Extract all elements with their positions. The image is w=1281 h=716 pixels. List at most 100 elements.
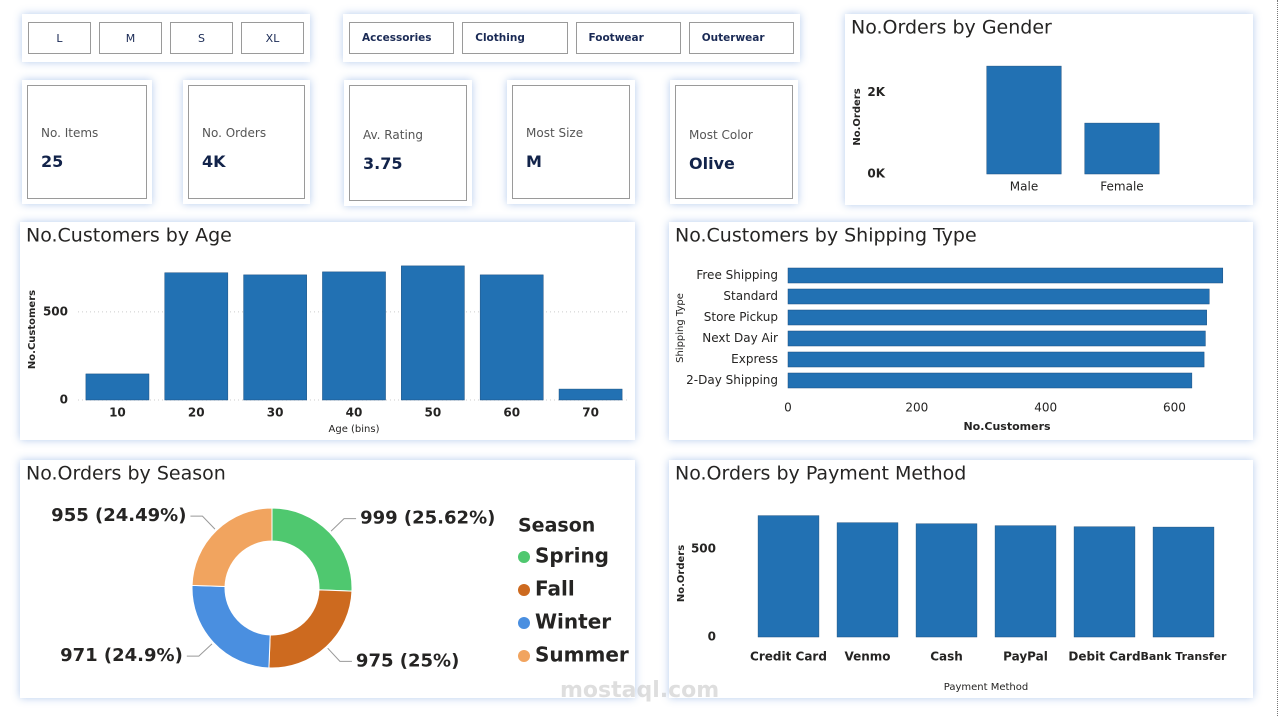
category-button[interactable]: Accessories [349, 22, 455, 54]
y-axis-title: No.Orders [852, 88, 863, 145]
x-tick-label: 200 [905, 401, 928, 415]
data-label: 971 (24.9%) [60, 645, 183, 666]
size-button[interactable]: XL [241, 22, 304, 54]
x-tick-label: Bank Transfer [1141, 650, 1228, 663]
kpi-card: Av. Rating 3.75 [344, 80, 472, 206]
x-axis-title: No.Customers [963, 420, 1051, 433]
bar [787, 288, 1210, 305]
bar [994, 525, 1057, 638]
leader-line [330, 518, 357, 532]
category-button[interactable]: Footwear [575, 22, 681, 54]
size-slicer: L M S XL [22, 14, 310, 62]
y-tick-label: 0K [867, 167, 885, 181]
legend-label: Spring [535, 544, 609, 568]
x-tick-label: Cash [930, 650, 963, 664]
card-value: 4K [202, 152, 226, 171]
kpi-card: No. Items 25 [22, 80, 152, 204]
card-label: No. Items [41, 126, 99, 140]
category-button[interactable]: Outerwear [688, 22, 794, 54]
size-button[interactable]: L [28, 22, 91, 54]
x-tick-label: 10 [109, 406, 126, 420]
bar [787, 267, 1224, 284]
legend-marker [518, 617, 530, 629]
x-tick-label: Male [1010, 180, 1038, 194]
bar [757, 515, 820, 638]
legend-marker [518, 650, 530, 662]
size-button[interactable]: M [99, 22, 162, 54]
chart: No.Orders by Gender 0K 2K Male Female No.Orde… [851, 17, 1160, 194]
size-button[interactable]: S [170, 22, 233, 54]
x-tick-label: 50 [425, 406, 442, 420]
divider [1277, 0, 1278, 716]
chart: No.Customers by Age 0 500 10 20 30 40 50 60 70 Age… [26, 225, 630, 435]
donut-slice [268, 589, 353, 669]
bar [558, 388, 623, 401]
bar [1084, 122, 1160, 175]
watermark: mostaql.com [560, 678, 720, 703]
legend-label: Winter [535, 610, 611, 634]
x-tick-label: 0 [784, 401, 792, 415]
y-axis-title: No.Customers [27, 290, 38, 369]
data-label: 999 (25.62%) [360, 508, 495, 529]
x-tick-label: 60 [503, 406, 520, 420]
card-value: Olive [689, 154, 735, 173]
x-tick-label: 600 [1163, 401, 1186, 415]
x-tick-label: Credit Card [750, 650, 827, 664]
chart-title: No.Customers by Shipping Type [675, 225, 977, 247]
y-tick-label: Store Pickup [704, 310, 778, 324]
y-tick-label: 500 [43, 304, 68, 318]
x-tick-label: 400 [1034, 401, 1057, 415]
y-tick-label: Free Shipping [696, 268, 778, 282]
bar [836, 522, 899, 638]
kpi-card: No. Orders 4K [183, 80, 310, 204]
x-tick-label: 20 [188, 406, 205, 420]
shipping-chart: No.Customers by Shipping Type 0 200 400 600 F… [669, 222, 1253, 440]
chart: No.Customers by Shipping Type 0 200 400 600 F… [675, 225, 1224, 433]
leader-line [327, 647, 352, 662]
bar [164, 272, 229, 401]
category-button[interactable]: Clothing [462, 22, 568, 54]
kpi-card: Most Color Olive [670, 80, 798, 204]
y-tick-label: 2K [867, 85, 885, 99]
kpi-card: Most Size M [507, 80, 635, 204]
data-label: 975 (25%) [356, 650, 459, 671]
y-tick-label: 2-Day Shipping [686, 373, 778, 387]
chart-title: No.Orders by Payment Method [675, 463, 966, 485]
y-tick-label: 500 [691, 541, 716, 555]
category-slicer: Accessories Clothing Footwear Outerwear [343, 14, 800, 62]
x-tick-label: 70 [582, 406, 599, 420]
y-axis-title: No.Orders [676, 545, 687, 602]
bar [986, 65, 1062, 175]
y-tick-label: Express [731, 352, 778, 366]
x-tick-label: 40 [346, 406, 363, 420]
chart-title: No.Customers by Age [26, 225, 232, 247]
legend-label: Fall [535, 577, 575, 601]
legend-title: Season [518, 515, 595, 537]
card-value: M [526, 152, 542, 171]
bar [787, 372, 1193, 389]
x-tick-label: 30 [267, 406, 284, 420]
y-tick-label: Next Day Air [702, 331, 778, 345]
chart: No.Orders by Payment Method 0 500 Credit Ca… [675, 463, 1228, 694]
x-tick-label: Debit Card [1068, 650, 1140, 664]
x-axis-title: Age (bins) [329, 424, 380, 435]
age-chart: No.Customers by Age 0 500 10 20 30 40 50 60 70 Age… [20, 222, 635, 440]
legend-marker [518, 551, 530, 563]
leader-line [186, 643, 213, 657]
gender-chart: No.Orders by Gender 0K 2K Male Female No.Orde… [845, 14, 1253, 205]
leader-line [190, 515, 216, 530]
y-tick-label: 0 [60, 393, 68, 407]
season-chart: No.Orders by Season 999 (25.62%) Spring 975… [20, 460, 635, 698]
card-label: No. Orders [202, 126, 267, 140]
legend-label: Summer [535, 643, 629, 667]
card-value: 25 [41, 152, 64, 171]
y-tick-label: 0 [708, 630, 716, 644]
payment-chart: No.Orders by Payment Method 0 500 Credit Ca… [669, 460, 1253, 698]
bar [787, 330, 1206, 347]
legend-marker [518, 584, 530, 596]
x-tick-label: PayPal [1003, 650, 1048, 664]
x-tick-label: Female [1100, 180, 1143, 194]
card-label: Av. Rating [363, 128, 423, 142]
bar [787, 351, 1205, 368]
